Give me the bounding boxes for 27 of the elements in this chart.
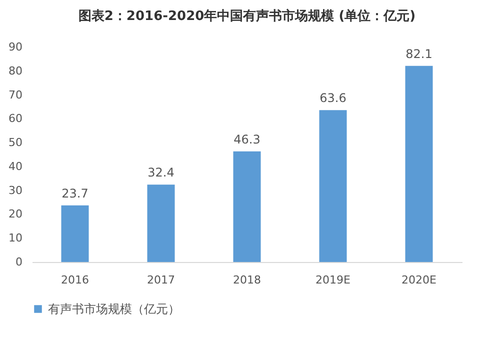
y-tick-label: 80 bbox=[8, 64, 22, 78]
x-tick-label: 2019E bbox=[316, 274, 351, 286]
x-tick-label: 2016 bbox=[61, 274, 89, 286]
data-label: 32.4 bbox=[148, 166, 174, 180]
x-tick-label: 2020E bbox=[402, 274, 437, 286]
y-tick-label: 50 bbox=[8, 136, 22, 150]
y-tick-label: 40 bbox=[8, 160, 22, 173]
bar bbox=[319, 110, 347, 262]
bar bbox=[233, 151, 261, 262]
bar bbox=[147, 184, 175, 262]
y-tick-label: 0 bbox=[16, 256, 22, 268]
y-tick-label: 20 bbox=[8, 208, 22, 221]
x-tick-label: 2017 bbox=[147, 274, 175, 286]
chart-title: 图表2：2016-2020年中国有声书市场规模 (单位：亿元) bbox=[78, 8, 416, 24]
bar bbox=[61, 205, 89, 262]
bar bbox=[405, 66, 433, 262]
y-tick-label: 90 bbox=[8, 40, 22, 54]
data-label: 23.7 bbox=[62, 186, 88, 200]
data-label: 46.3 bbox=[234, 132, 260, 146]
data-label: 63.6 bbox=[320, 91, 346, 106]
y-tick-label: 10 bbox=[8, 232, 22, 245]
y-tick-label: 60 bbox=[8, 112, 22, 126]
x-tick-label: 2018 bbox=[233, 274, 261, 286]
y-tick-label: 70 bbox=[8, 88, 22, 102]
legend-label: 有声书市场规模（亿元） bbox=[48, 302, 180, 316]
data-label: 82.1 bbox=[406, 46, 432, 61]
y-tick-label: 30 bbox=[8, 184, 22, 197]
